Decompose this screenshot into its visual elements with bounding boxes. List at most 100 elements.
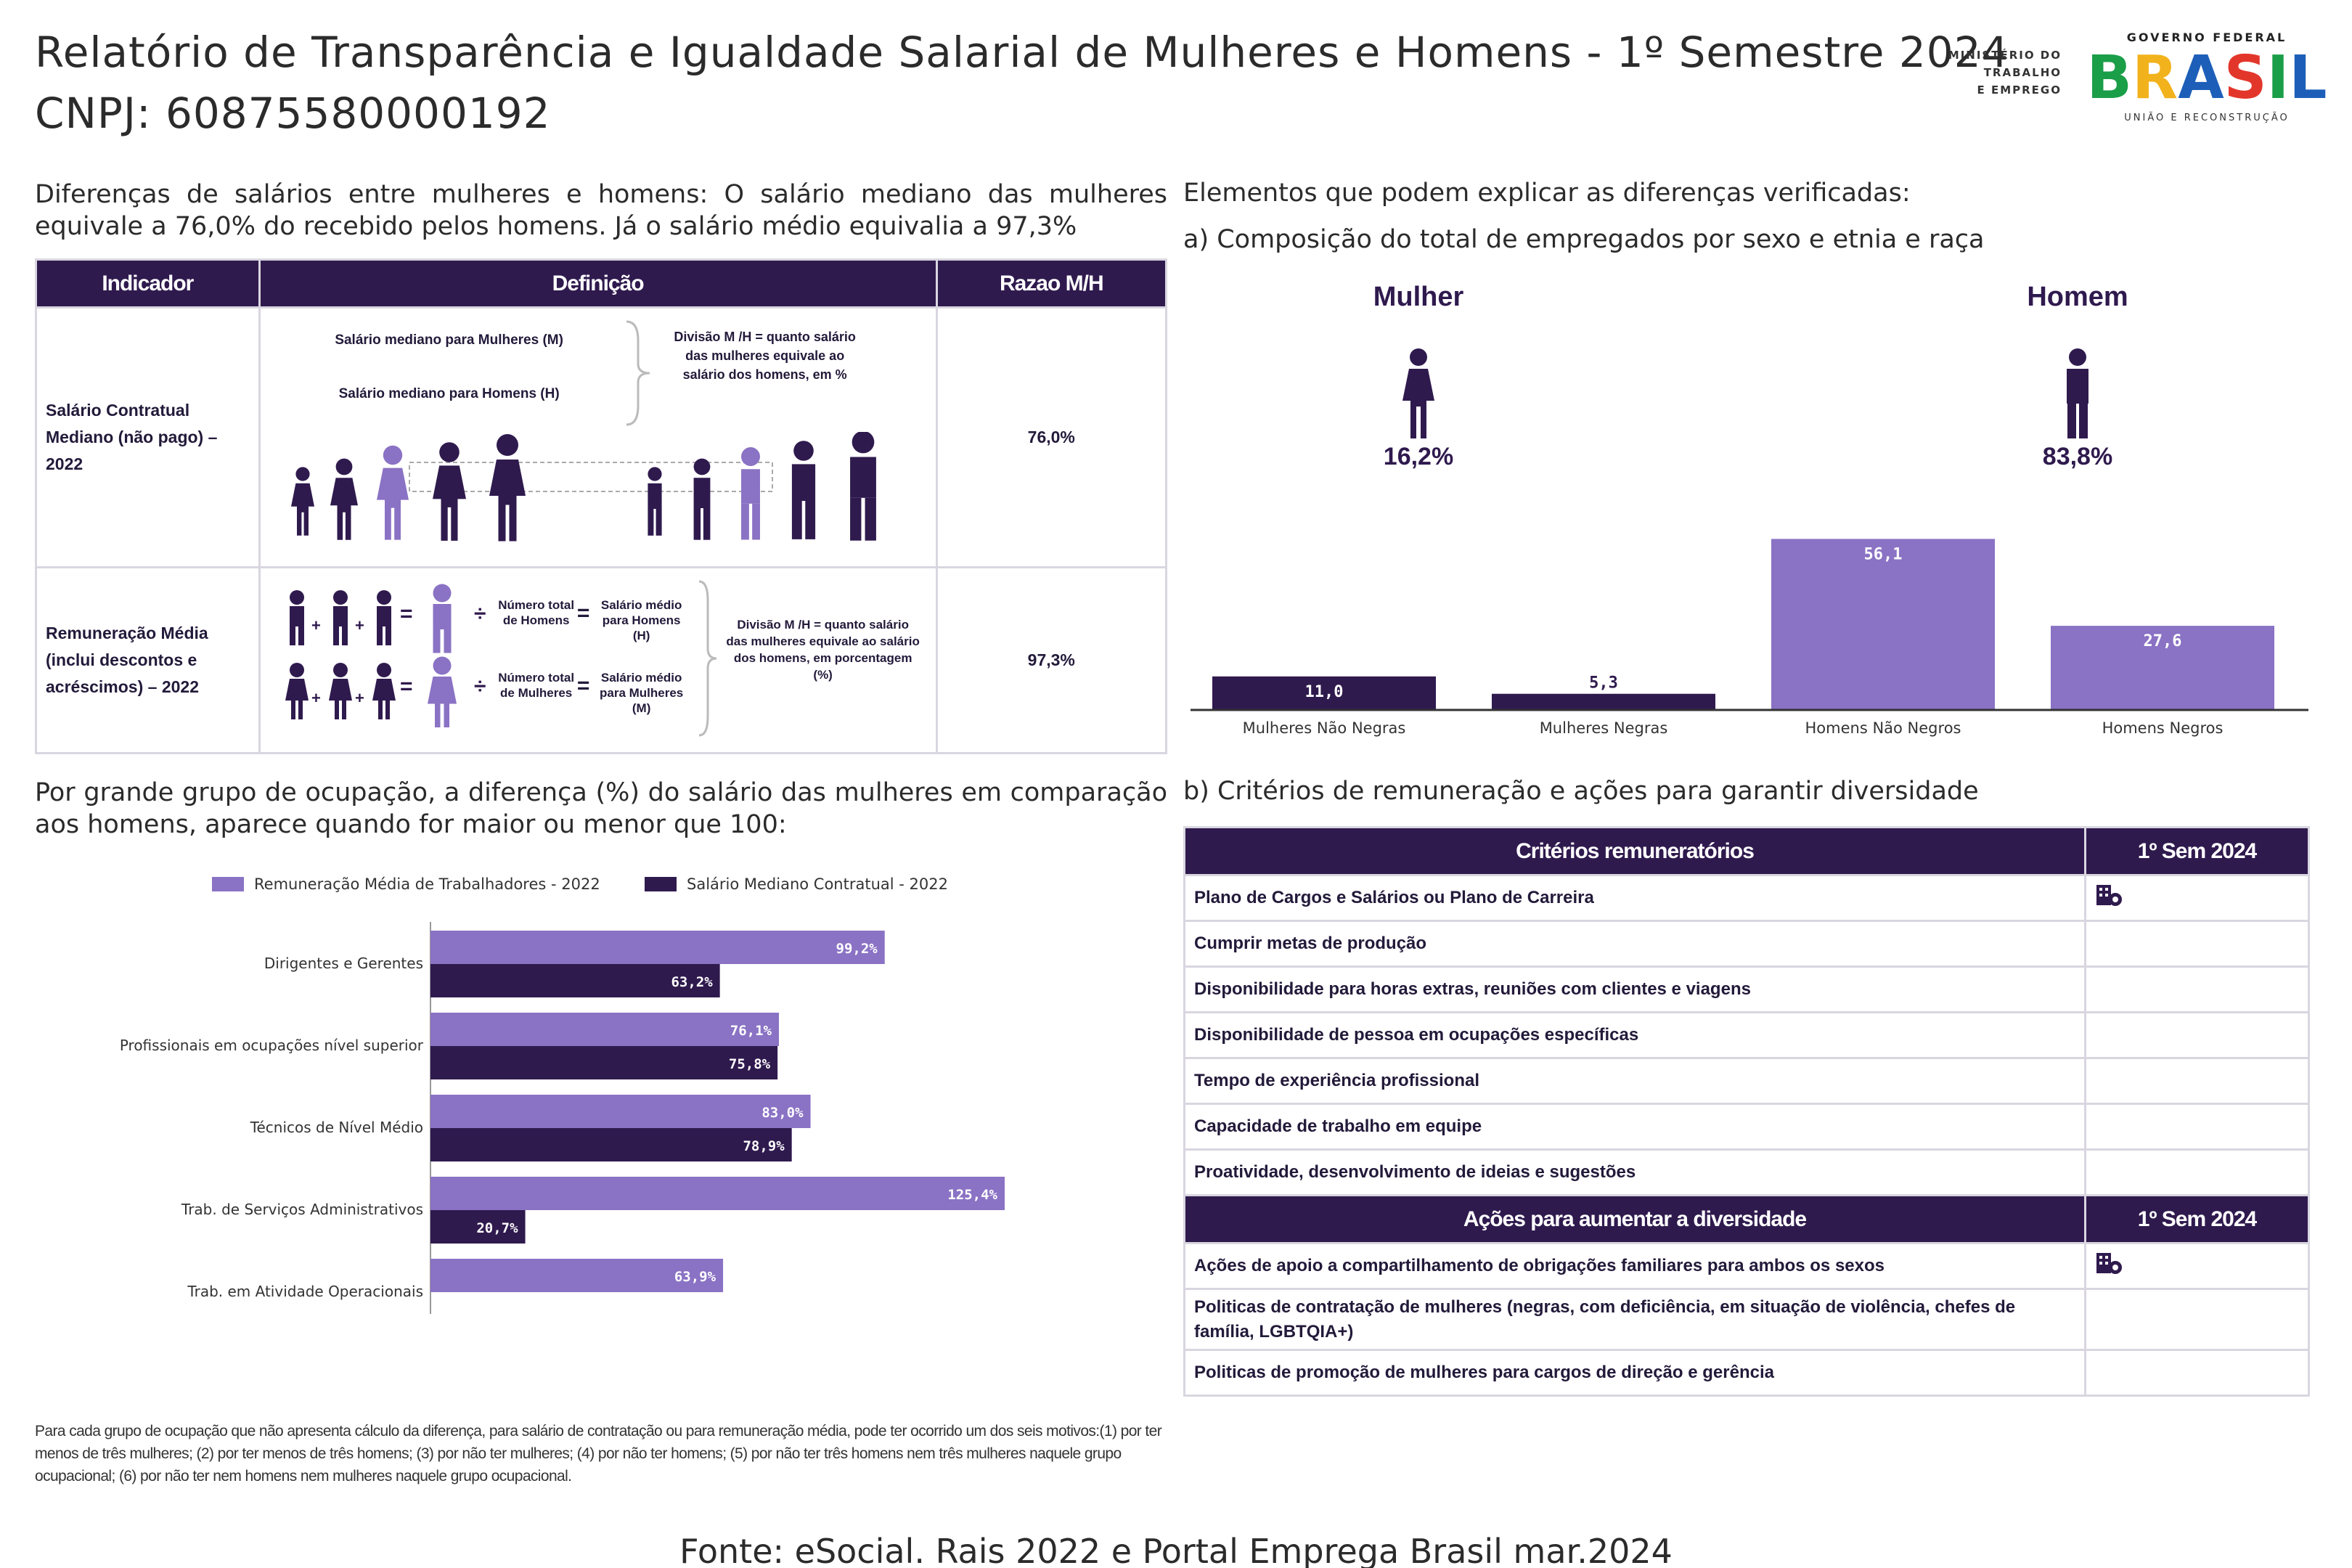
composition-value-label: 56,1 bbox=[1864, 545, 1903, 563]
legend-label-average: Remuneração Média de Trabalhadores - 202… bbox=[254, 875, 600, 893]
occupation-value-label: 63,2% bbox=[671, 974, 713, 990]
legend-average: Remuneração Média de Trabalhadores - 202… bbox=[212, 875, 600, 893]
criterion-status bbox=[2084, 1103, 2310, 1151]
avg-men-label: Salário médio para Homens (H) bbox=[600, 598, 682, 642]
occupation-bar bbox=[430, 931, 885, 964]
action-label: Politicas de contratação de mulheres (ne… bbox=[1183, 1288, 2086, 1351]
svg-text:÷: ÷ bbox=[474, 674, 486, 698]
header-actions: Ações para aumentar a diversidade bbox=[1183, 1194, 2086, 1244]
legend-median: Salário Mediano Contratual - 2022 bbox=[645, 875, 948, 893]
bracket-icon bbox=[698, 580, 716, 737]
occupation-bar bbox=[430, 1095, 811, 1128]
indicator-median-label: Salário Contratual Mediano (não pago) – … bbox=[35, 306, 261, 568]
criterion-status bbox=[2084, 965, 2310, 1013]
composition-bar bbox=[2051, 626, 2274, 710]
action-row: Politicas de contratação de mulheres (ne… bbox=[1183, 1288, 2310, 1351]
legend-label-median: Salário Mediano Contratual - 2022 bbox=[687, 875, 948, 893]
source-text: Fonte: eSocial. Rais 2022 e Portal Empre… bbox=[679, 1532, 1673, 1568]
definition-average: + + = ÷ + + = ÷ Número total d bbox=[258, 566, 938, 754]
svg-text:=: = bbox=[400, 674, 413, 698]
composition-category-label: Homens Não Negros bbox=[1805, 719, 1961, 737]
composition-category-label: Mulheres Não Negras bbox=[1243, 719, 1406, 737]
subtitle-b: b) Critérios de remuneração e ações para… bbox=[1183, 777, 1979, 806]
composition-bar bbox=[1212, 676, 1436, 710]
svg-text:+: + bbox=[355, 689, 364, 707]
criterion-row: Cumprir metas de produção bbox=[1183, 920, 2310, 968]
cnpj: CNPJ: 60875580000192 bbox=[35, 89, 551, 138]
criterion-label: Plano de Cargos e Salários ou Plano de C… bbox=[1183, 874, 2086, 922]
occupation-value-label: 20,7% bbox=[476, 1220, 518, 1236]
svg-text:=: = bbox=[400, 602, 413, 626]
footnote: Para cada grupo de ocupação que não apre… bbox=[35, 1423, 1162, 1485]
man-label: Homem bbox=[2027, 282, 2128, 312]
occupation-bar bbox=[430, 1259, 724, 1292]
occupation-value-label: 78,9% bbox=[743, 1138, 785, 1154]
person-icon bbox=[290, 432, 876, 542]
header-sem: 1º Sem 2024 bbox=[2084, 826, 2310, 876]
criteria-table: Critérios remuneratórios 1º Sem 2024 Pla… bbox=[1183, 826, 2310, 1397]
criterion-label: Proatividade, desenvolvimento de ideias … bbox=[1183, 1148, 2086, 1196]
ministry-line-1: MINISTÉRIO DO bbox=[1948, 49, 2062, 62]
composition-value-label: 5,3 bbox=[1589, 674, 1618, 693]
subtitle-a: a) Composição do total de empregados por… bbox=[1183, 225, 1985, 254]
action-status bbox=[2084, 1288, 2310, 1351]
criterion-label: Capacidade de trabalho em equipe bbox=[1183, 1103, 2086, 1151]
criterion-status bbox=[2084, 874, 2310, 922]
def-division-median: Divisão M /H = quanto salário das mulher… bbox=[674, 330, 856, 382]
action-status bbox=[2084, 1242, 2310, 1290]
equals-icon: = bbox=[576, 674, 590, 698]
criterion-row: Plano de Cargos e Salários ou Plano de C… bbox=[1183, 874, 2310, 922]
criterion-row: Proatividade, desenvolvimento de ideias … bbox=[1183, 1148, 2310, 1196]
building-check-icon bbox=[2096, 1253, 2122, 1274]
indicator-average-label: Remuneração Média (inclui descontos e ac… bbox=[35, 566, 261, 754]
woman-pct: 16,2% bbox=[1383, 443, 1454, 470]
ratio-average: 97,3% bbox=[935, 566, 1168, 754]
equals-icon: = bbox=[576, 601, 590, 625]
composition-value-label: 11,0 bbox=[1305, 683, 1344, 701]
gov-top-text: GOVERNO FEDERAL bbox=[2126, 30, 2287, 44]
occupation-value-label: 83,0% bbox=[761, 1105, 804, 1121]
report-title: Relatório de Transparência e Igualdade S… bbox=[35, 28, 2009, 77]
criterion-row: Tempo de experiência profissional bbox=[1183, 1057, 2310, 1105]
criterion-label: Disponibilidade para horas extras, reuni… bbox=[1183, 965, 2086, 1013]
legend-swatch-average bbox=[212, 877, 244, 891]
occupation-value-label: 125,4% bbox=[947, 1187, 997, 1203]
action-label: Ações de apoio a compartilhamento de obr… bbox=[1183, 1242, 2086, 1290]
criterion-row: Disponibilidade para horas extras, reuni… bbox=[1183, 965, 2310, 1013]
occupation-category-label: Profissionais em ocupações nível superio… bbox=[120, 1037, 424, 1054]
occupation-value-label: 75,8% bbox=[729, 1056, 771, 1072]
criterion-label: Disponibilidade de pessoa em ocupações e… bbox=[1183, 1011, 2086, 1059]
building-check-icon bbox=[2096, 885, 2122, 906]
occupation-bar bbox=[430, 1177, 1005, 1210]
definition-median: Salário mediano para Mulheres (M) Salári… bbox=[258, 306, 938, 568]
def-men-median: Salário mediano para Homens (H) bbox=[338, 386, 560, 401]
num-men-label: Número total de Homens bbox=[498, 598, 575, 627]
occupation-category-label: Dirigentes e Gerentes bbox=[264, 955, 423, 972]
woman-label: Mulher bbox=[1373, 282, 1464, 312]
intro-text: Diferenças de salários entre mulheres e … bbox=[35, 180, 1167, 241]
occupation-bar bbox=[430, 1210, 526, 1244]
svg-text:+: + bbox=[355, 616, 364, 634]
occupation-value-label: 99,2% bbox=[836, 941, 878, 957]
indicator-table: Indicador Definição Razao M/H Salário Co… bbox=[35, 258, 1168, 754]
action-row: Politicas de promoção de mulheres para c… bbox=[1183, 1349, 2310, 1397]
woman-icon bbox=[1402, 348, 1434, 438]
people-sum-icons: + + = ÷ + + = ÷ bbox=[285, 584, 486, 727]
occupation-category-label: Trab. de Serviços Administrativos bbox=[181, 1201, 423, 1218]
people-icons bbox=[290, 432, 876, 542]
criterion-label: Tempo de experiência profissional bbox=[1183, 1057, 2086, 1105]
action-label: Politicas de promoção de mulheres para c… bbox=[1183, 1349, 2086, 1397]
occupation-category-label: Técnicos de Nível Médio bbox=[250, 1119, 423, 1136]
occupation-title: Por grande grupo de ocupação, a diferenç… bbox=[35, 778, 1167, 839]
right-title: Elementos que podem explicar as diferenç… bbox=[1183, 179, 1911, 208]
criterion-row: Capacidade de trabalho em equipe bbox=[1183, 1103, 2310, 1151]
criterion-status bbox=[2084, 1148, 2310, 1196]
ministry-logo-text: MINISTÉRIO DO TRABALHO E EMPREGO bbox=[1902, 46, 2062, 99]
man-icon bbox=[2067, 348, 2088, 438]
occupation-bar-chart: Dirigentes e Gerentes 99,2% 63,2% Profissio… bbox=[120, 922, 1005, 1314]
criterion-status bbox=[2084, 1057, 2310, 1105]
composition-bar bbox=[1771, 539, 1995, 710]
num-women-label: Número total de Mulheres bbox=[498, 671, 575, 700]
occupation-value-label: 76,1% bbox=[730, 1023, 772, 1039]
